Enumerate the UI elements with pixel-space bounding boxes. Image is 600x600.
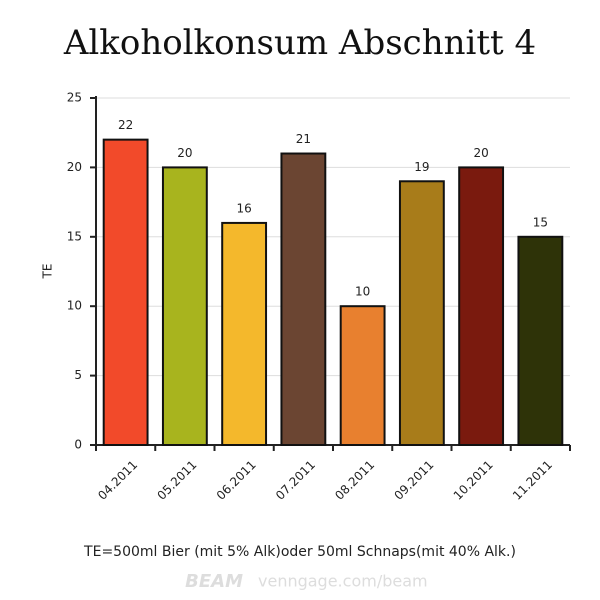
bar bbox=[161, 166, 208, 446]
bar bbox=[221, 221, 268, 446]
bar bbox=[280, 152, 327, 447]
y-tick-label: 10 bbox=[67, 299, 82, 313]
x-tick-label: 08.2011 bbox=[332, 458, 377, 503]
x-tick-label: 06.2011 bbox=[214, 458, 259, 503]
x-tick-label: 04.2011 bbox=[95, 458, 140, 503]
bar bbox=[102, 138, 149, 446]
chart-title: Alkoholkonsum Abschnitt 4 bbox=[63, 23, 536, 63]
y-tick-label: 15 bbox=[67, 229, 82, 243]
value-label: 19 bbox=[414, 160, 429, 174]
watermark-url: venngage.com/beam bbox=[258, 572, 428, 591]
value-label: 10 bbox=[355, 285, 370, 299]
x-tick-label: 05.2011 bbox=[154, 458, 199, 503]
watermark-brand: BEAM bbox=[185, 571, 243, 592]
x-tick-label: 07.2011 bbox=[273, 458, 318, 503]
value-label: 16 bbox=[236, 201, 251, 215]
value-label: 22 bbox=[118, 118, 133, 132]
x-tick-label: 09.2011 bbox=[391, 458, 436, 503]
y-tick-label: 20 bbox=[67, 160, 82, 174]
bar bbox=[517, 235, 564, 446]
y-tick-label: 0 bbox=[74, 438, 82, 452]
x-tick-label: 10.2011 bbox=[451, 458, 496, 503]
value-label: 15 bbox=[533, 215, 548, 229]
value-label: 21 bbox=[296, 132, 311, 146]
y-tick-label: 5 bbox=[74, 368, 82, 382]
bar bbox=[339, 305, 386, 447]
value-label: 20 bbox=[473, 146, 488, 160]
y-axis-label: TE bbox=[41, 264, 55, 280]
bar bbox=[398, 180, 445, 446]
bar bbox=[458, 166, 505, 446]
x-tick-label: 11.2011 bbox=[510, 458, 555, 503]
footnote: TE=500ml Bier (mit 5% Alk)oder 50ml Schn… bbox=[83, 544, 516, 560]
value-label: 20 bbox=[177, 146, 192, 160]
y-tick-label: 25 bbox=[67, 91, 82, 105]
